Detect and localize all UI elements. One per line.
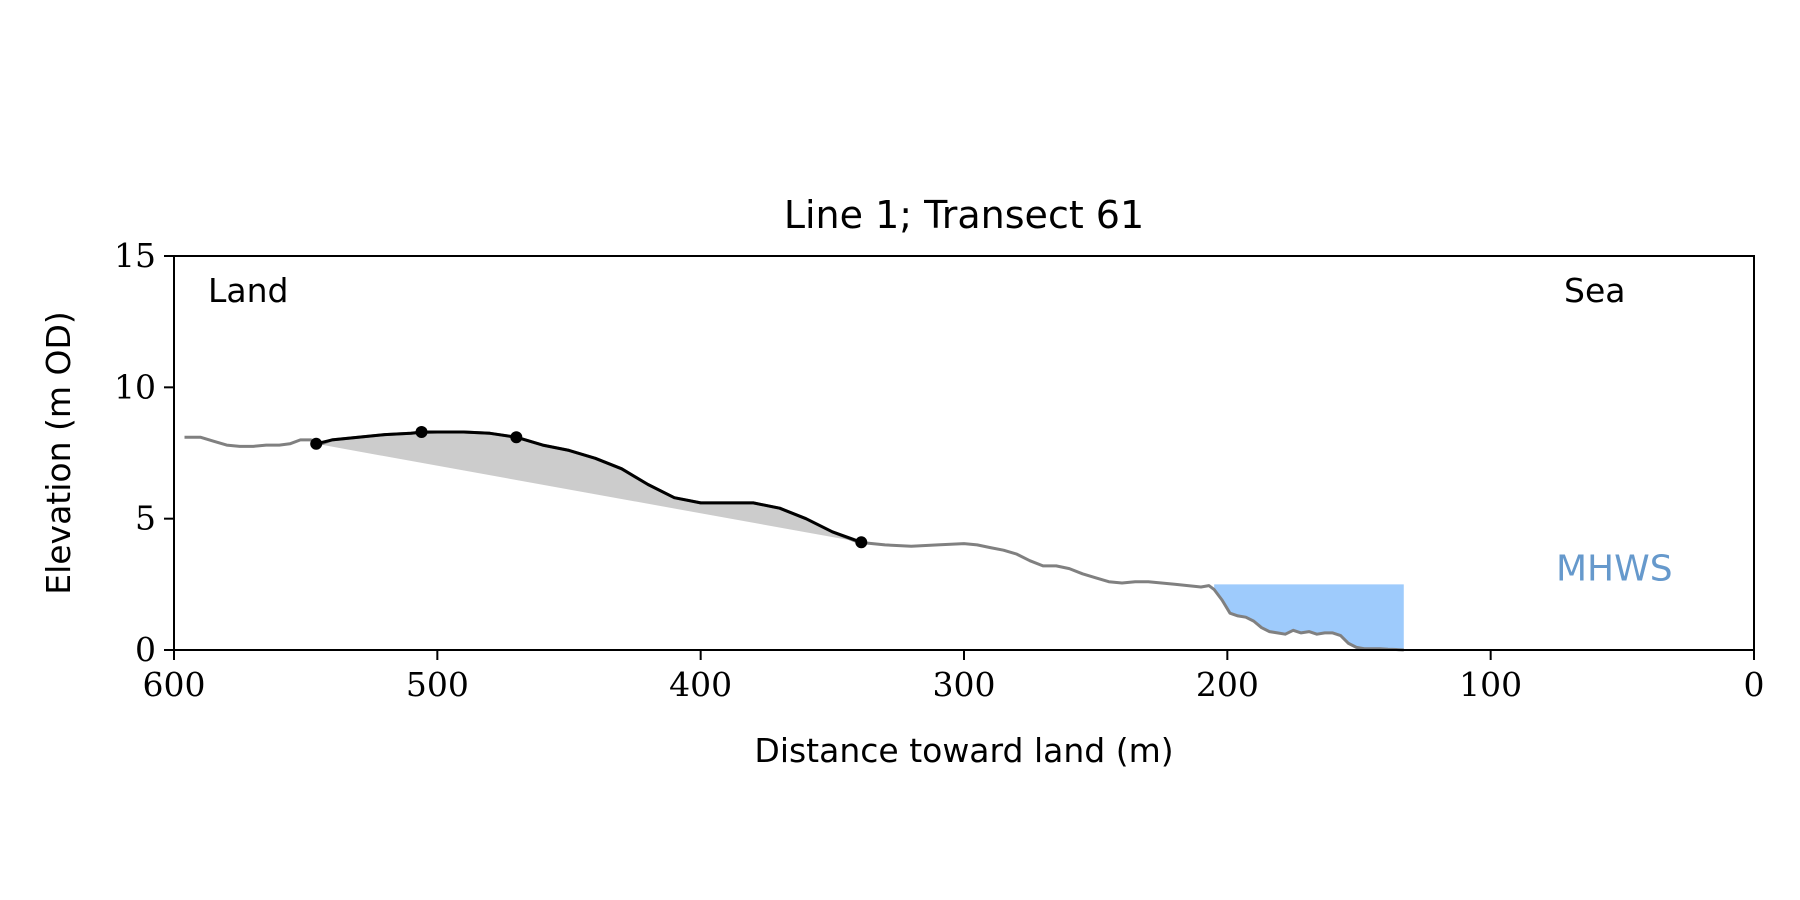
y-tick-label: 15 <box>114 236 156 275</box>
y-tick-label: 5 <box>135 499 156 538</box>
x-axis-label: Distance toward land (m) <box>754 731 1173 770</box>
plot-markers <box>310 425 868 549</box>
sea-annotation: Sea <box>1564 271 1625 310</box>
profile-line <box>184 430 1404 652</box>
y-tick-label: 0 <box>135 630 156 669</box>
plot-fills <box>316 431 1404 650</box>
land-annotation: Land <box>208 271 288 310</box>
dune-volume-fill <box>316 431 862 543</box>
x-tick-label: 100 <box>1459 665 1522 704</box>
x-tick-label: 200 <box>1196 665 1259 704</box>
chart-title: Line 1; Transect 61 <box>784 193 1144 237</box>
dune-marker-point <box>415 425 428 438</box>
mhws-water-region <box>1214 584 1404 650</box>
plot-lines <box>184 430 1404 652</box>
x-tick-label: 0 <box>1744 665 1765 704</box>
mhws-annotation: MHWS <box>1556 549 1673 590</box>
y-axis-ticks: 0 5 10 15 <box>114 236 174 669</box>
dune-line <box>315 430 862 544</box>
x-tick-label: 400 <box>669 665 732 704</box>
x-axis-ticks: 600 500 400 300 200 100 0 <box>143 650 1765 704</box>
x-tick-label: 300 <box>933 665 996 704</box>
dune-marker-point <box>510 431 523 444</box>
dune-marker-point <box>855 536 868 549</box>
y-tick-label: 10 <box>114 367 156 406</box>
y-axis-label: Elevation (m OD) <box>39 311 78 595</box>
x-tick-label: 600 <box>143 665 206 704</box>
x-tick-label: 500 <box>406 665 469 704</box>
dune-marker-point <box>310 437 323 450</box>
